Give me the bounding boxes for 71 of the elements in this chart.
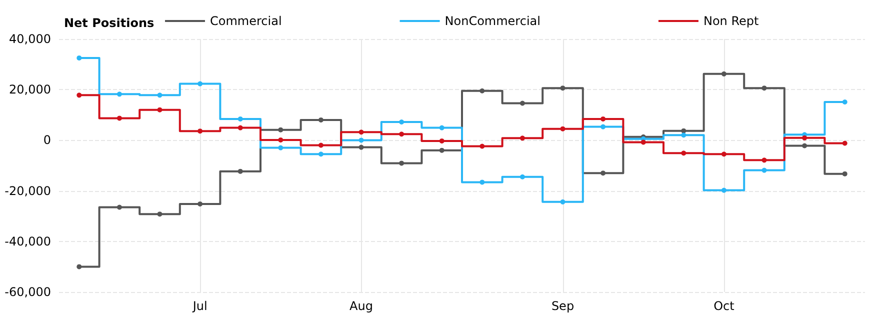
point	[399, 132, 404, 137]
point	[600, 170, 606, 176]
point	[238, 116, 243, 122]
point	[520, 136, 525, 141]
point	[439, 138, 444, 144]
point	[802, 143, 808, 148]
point	[520, 100, 525, 106]
point	[681, 150, 686, 156]
point	[278, 145, 284, 150]
point	[399, 119, 404, 124]
point	[762, 86, 767, 91]
point	[480, 144, 485, 149]
point	[681, 128, 686, 134]
point	[318, 152, 324, 157]
point	[520, 174, 525, 180]
y-tick-label: 0	[43, 133, 51, 148]
y-tick-label: -40,000	[4, 234, 51, 248]
point	[238, 125, 243, 130]
x-tick-label: Sep	[551, 299, 574, 313]
point	[278, 137, 284, 142]
point	[318, 142, 324, 148]
x-tick-label: Oct	[714, 299, 735, 313]
point	[600, 116, 606, 122]
point	[358, 138, 364, 143]
point	[238, 168, 243, 174]
point	[157, 212, 162, 217]
y-tick-label: 20,000	[9, 82, 51, 97]
point	[560, 86, 566, 91]
point	[802, 135, 808, 140]
point	[560, 126, 566, 132]
point	[480, 88, 485, 94]
point	[76, 55, 82, 60]
point	[318, 117, 324, 122]
point	[198, 201, 203, 206]
point	[116, 204, 122, 210]
y-tick-label: 40,000	[9, 32, 51, 46]
legend-label: NonCommercial	[444, 14, 540, 28]
point	[721, 71, 726, 76]
point	[480, 180, 485, 185]
point	[600, 124, 606, 130]
point	[76, 264, 82, 270]
point	[198, 81, 203, 86]
point	[560, 199, 566, 204]
point	[157, 92, 162, 98]
point	[842, 100, 848, 104]
legend-label: Commercial	[210, 14, 282, 28]
y-tick-label: -60,000	[4, 285, 51, 299]
point	[358, 144, 364, 150]
point	[198, 128, 203, 134]
point	[157, 107, 162, 112]
point	[439, 125, 444, 130]
point	[399, 160, 404, 166]
point	[762, 168, 767, 173]
point	[842, 140, 848, 146]
point	[721, 152, 726, 157]
point	[681, 132, 686, 138]
point	[640, 140, 646, 145]
point	[842, 171, 848, 176]
x-tick-label: Aug	[350, 299, 373, 313]
point	[439, 148, 444, 153]
legend-title: Net Positions	[64, 16, 154, 30]
x-tick-label: Jul	[192, 299, 208, 313]
point	[358, 130, 364, 135]
point	[116, 92, 122, 97]
legend-label: Non Rept	[703, 14, 760, 28]
y-tick-label: -20,000	[4, 184, 51, 198]
point	[116, 116, 122, 121]
point	[76, 92, 82, 98]
point	[762, 158, 767, 163]
point	[278, 127, 284, 132]
point	[721, 188, 726, 193]
